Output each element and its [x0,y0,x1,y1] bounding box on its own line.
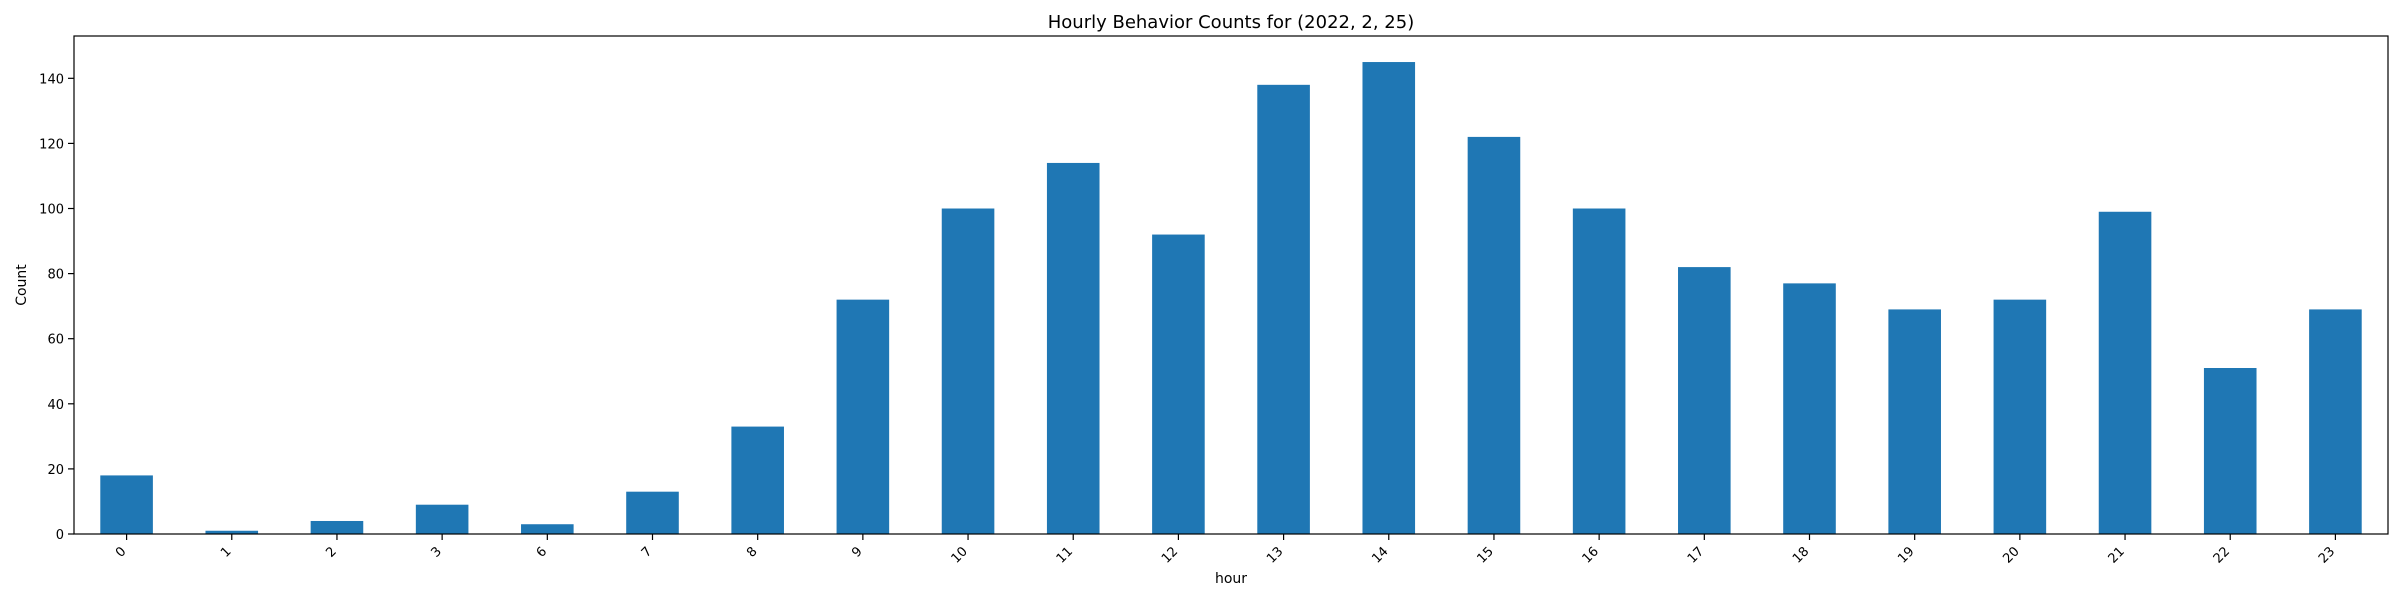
x-tick-label: 6 [534,544,550,560]
plot-frame [73,35,2389,535]
bar-hour-15 [1467,136,1521,534]
y-axis-ticks: 0 20 40 60 80 100 120 140 [39,72,74,543]
bar-hour-12 [1152,234,1205,535]
bar-hour-21 [2098,211,2152,534]
y-tick-label: 140 [39,72,64,87]
bars-group [100,62,2362,535]
x-axis-label: hour [1215,571,1247,587]
bar-hour-10 [941,208,995,534]
y-tick-label: 40 [47,398,64,413]
x-tick-label: 3 [429,544,445,560]
bar-hour-11 [1046,162,1100,535]
x-tick-label: 18 [1790,544,1812,566]
bar-hour-18 [1783,283,1836,534]
bar-hour-0 [100,475,153,534]
y-tick-label: 0 [56,528,64,543]
x-tick-label: 15 [1474,544,1496,566]
x-tick-label: 12 [1159,544,1181,566]
bar-hour-14 [1362,62,1416,534]
bar-hour-7 [626,491,679,534]
x-tick-label: 7 [639,544,655,560]
x-tick-label: 1 [218,544,234,560]
x-tick-label: 22 [2211,544,2233,566]
y-tick-label: 60 [47,333,64,348]
x-tick-label: 13 [1264,544,1286,566]
y-axis-label: Count [14,264,30,306]
y-tick-label: 80 [47,268,64,283]
bar-hour-1 [205,530,259,534]
bar-hour-9 [836,299,890,534]
bar-hour-20 [1993,299,2047,534]
bar-hour-23 [2309,309,2362,534]
bar-hour-17 [1678,267,1731,534]
bar-hour-19 [1888,309,1941,534]
y-tick-label: 120 [39,137,64,152]
bar-hour-13 [1257,84,1310,534]
y-tick-label: 20 [47,463,64,478]
x-tick-label: 9 [849,544,865,560]
bar-hour-6 [521,524,574,534]
x-tick-label: 2 [323,544,339,560]
bar-hour-8 [731,426,784,534]
bar-hour-16 [1572,208,1626,534]
x-tick-label: 14 [1369,544,1391,566]
x-tick-label: 16 [1580,544,1602,566]
bar-hour-22 [2203,368,2257,534]
x-tick-label: 8 [744,544,760,560]
x-tick-label: 0 [113,544,129,560]
chart-title: Hourly Behavior Counts for (2022, 2, 25) [1048,12,1415,33]
x-tick-label: 17 [1685,544,1707,566]
bar-hour-3 [415,504,469,534]
y-tick-label: 100 [39,203,64,218]
x-axis-ticks: 0 1 2 3 6 7 8 9 10 11 12 13 14 15 16 17 18 19 20 21 22 23 [113,534,2338,567]
x-tick-label: 19 [1895,544,1917,566]
x-tick-label: 11 [1054,544,1076,566]
x-tick-label: 20 [2000,544,2022,566]
bar-hour-2 [310,520,364,534]
x-tick-label: 10 [949,544,971,566]
x-tick-label: 21 [2106,544,2128,566]
x-tick-label: 23 [2316,544,2338,566]
